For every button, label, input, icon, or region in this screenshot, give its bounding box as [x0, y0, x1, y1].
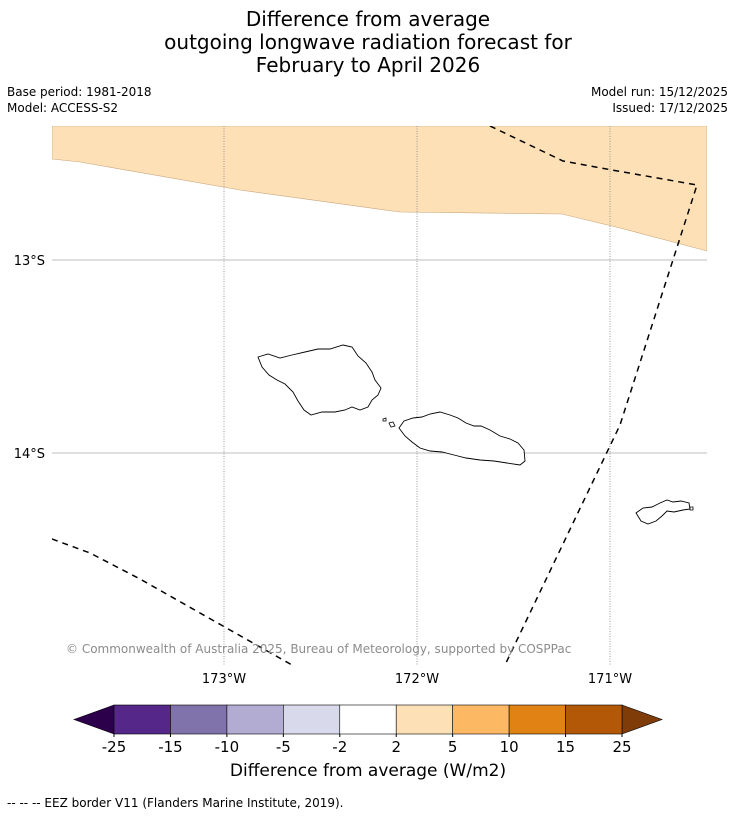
upolu-island — [398, 411, 526, 466]
colorbar-segment-3 — [283, 704, 341, 735]
apolima-island — [382, 417, 387, 422]
eez-border-southwest — [52, 538, 293, 665]
colorbar-tick-label-3: -5 — [276, 738, 291, 756]
colorbar-segment-1 — [170, 704, 228, 735]
colorbar-tick-label-4: -2 — [332, 738, 347, 756]
colorbar-tick-label-0: -25 — [102, 738, 127, 756]
colorbar-tick-label-2: -10 — [215, 738, 240, 756]
copyright-notice: © Commonwealth of Australia 2025, Bureau… — [66, 642, 571, 656]
colorbar-segment-6 — [452, 704, 510, 735]
manono-island — [388, 421, 396, 428]
colorbar-over-arrow — [621, 704, 663, 735]
map: © Commonwealth of Australia 2025, Bureau… — [14, 126, 707, 687]
colorbar-tick-label-6: 5 — [448, 738, 458, 756]
lon-label-171w: 171°W — [588, 672, 632, 687]
lat-label-14s: 14°S — [14, 447, 45, 462]
colorbar-segment-2 — [226, 704, 284, 735]
colorbar-under-arrow — [73, 704, 115, 735]
title-line-1: Difference from average — [245, 7, 491, 31]
eez-legend-note: -- -- -- EEZ border V11 (Flanders Marine… — [7, 796, 344, 810]
base-period: Base period: 1981-2018 — [7, 85, 152, 99]
meta-left: Base period: 1981-2018 Model: ACCESS-S2 — [7, 84, 152, 116]
colorbar-tick-label-9: 25 — [612, 738, 631, 756]
title-line-2: outgoing longwave radiation forecast for — [164, 30, 572, 54]
model-name: Model: ACCESS-S2 — [7, 101, 119, 115]
colorbar-segment-5 — [395, 704, 453, 735]
model-run: Model run: 15/12/2025 — [590, 85, 728, 99]
anomaly-region-2-5 — [52, 126, 707, 252]
issued-date: Issued: 17/12/2025 — [612, 101, 728, 115]
eez-border-northeast — [489, 126, 698, 665]
colorbar-segment-8 — [565, 704, 623, 735]
colorbar-segment-0 — [113, 704, 171, 735]
meta-right: Model run: 15/12/2025 Issued: 17/12/2025 — [591, 84, 728, 116]
colorbar-segment-4 — [339, 704, 397, 735]
colorbar-tick-label-5: 2 — [391, 738, 401, 756]
colorbar-tick-label-7: 10 — [500, 738, 519, 756]
map-title: Difference from average outgoing longwav… — [0, 8, 736, 77]
title-line-3: February to April 2026 — [255, 53, 481, 77]
lat-label-13s: 13°S — [14, 254, 45, 269]
colorbar-tick-label-1: -15 — [158, 738, 183, 756]
aunuu-island — [689, 506, 694, 511]
savaii-island — [257, 344, 382, 416]
lon-label-173w: 173°W — [202, 672, 246, 687]
colorbar-tick-label-8: 15 — [556, 738, 575, 756]
colorbar-label: Difference from average (W/m2) — [229, 761, 507, 781]
lon-label-172w: 172°W — [395, 672, 439, 687]
colorbar-segment-7 — [508, 704, 566, 735]
